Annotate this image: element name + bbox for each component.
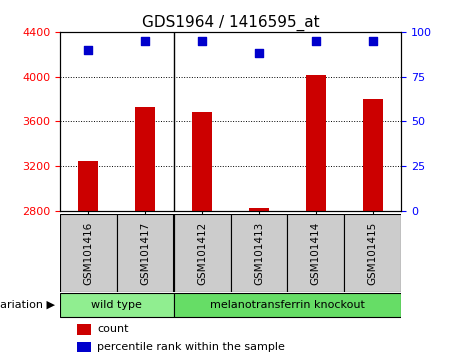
Point	[142, 38, 149, 44]
Text: genotype/variation ▶: genotype/variation ▶	[0, 300, 55, 310]
Text: percentile rank within the sample: percentile rank within the sample	[97, 342, 285, 352]
Text: GSM101413: GSM101413	[254, 222, 264, 285]
Title: GDS1964 / 1416595_at: GDS1964 / 1416595_at	[142, 14, 319, 30]
Point	[369, 38, 376, 44]
Bar	[78, 161, 98, 211]
Text: GSM101414: GSM101414	[311, 222, 321, 285]
Text: wild type: wild type	[91, 300, 142, 310]
Point	[255, 51, 263, 56]
Text: melanotransferrin knockout: melanotransferrin knockout	[210, 300, 365, 310]
Bar	[117, 214, 174, 292]
Point	[85, 47, 92, 52]
Text: GSM101412: GSM101412	[197, 222, 207, 285]
Text: count: count	[97, 324, 129, 334]
Bar	[77, 324, 91, 335]
Bar	[174, 293, 401, 317]
Text: GSM101416: GSM101416	[83, 222, 94, 285]
Bar	[363, 99, 383, 211]
Text: GSM101415: GSM101415	[367, 222, 378, 285]
Bar	[60, 293, 174, 317]
Bar	[344, 214, 401, 292]
Bar	[230, 214, 287, 292]
Bar	[192, 112, 212, 211]
Point	[198, 38, 206, 44]
Bar	[60, 214, 117, 292]
Bar	[287, 214, 344, 292]
Point	[312, 38, 319, 44]
Bar	[77, 342, 91, 352]
Text: GSM101417: GSM101417	[140, 222, 150, 285]
Bar	[306, 75, 326, 211]
Bar	[174, 214, 230, 292]
Bar	[249, 209, 269, 211]
Bar	[135, 107, 155, 211]
